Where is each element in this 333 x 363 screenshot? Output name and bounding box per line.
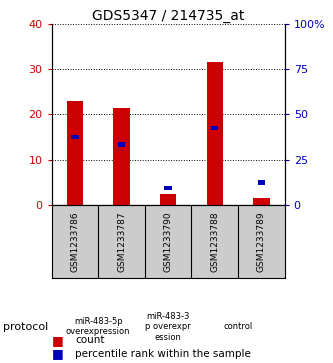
Text: count: count [75,335,105,346]
Bar [118,142,125,147]
Text: ■: ■ [52,334,63,347]
Text: GSM1233786: GSM1233786 [70,211,80,272]
Title: GDS5347 / 214735_at: GDS5347 / 214735_at [92,9,244,23]
Text: protocol: protocol [3,322,49,332]
Text: GSM1233787: GSM1233787 [117,211,126,272]
Text: GSM1233788: GSM1233788 [210,211,219,272]
Text: miR-483-3
p overexpr
ession: miR-483-3 p overexpr ession [145,312,191,342]
Bar [165,185,172,190]
Text: miR-483-5p
overexpression: miR-483-5p overexpression [66,317,131,337]
Bar [113,107,130,205]
Text: ■: ■ [52,347,63,360]
Bar [258,180,265,185]
Bar [211,126,218,130]
Bar [71,135,79,139]
Text: GSM1233789: GSM1233789 [257,211,266,272]
Bar [206,62,223,205]
Text: GSM1233790: GSM1233790 [164,211,173,272]
Bar [253,198,269,205]
Bar [160,194,176,205]
Bar [67,101,83,205]
Text: control: control [223,322,253,331]
Text: percentile rank within the sample: percentile rank within the sample [75,349,251,359]
